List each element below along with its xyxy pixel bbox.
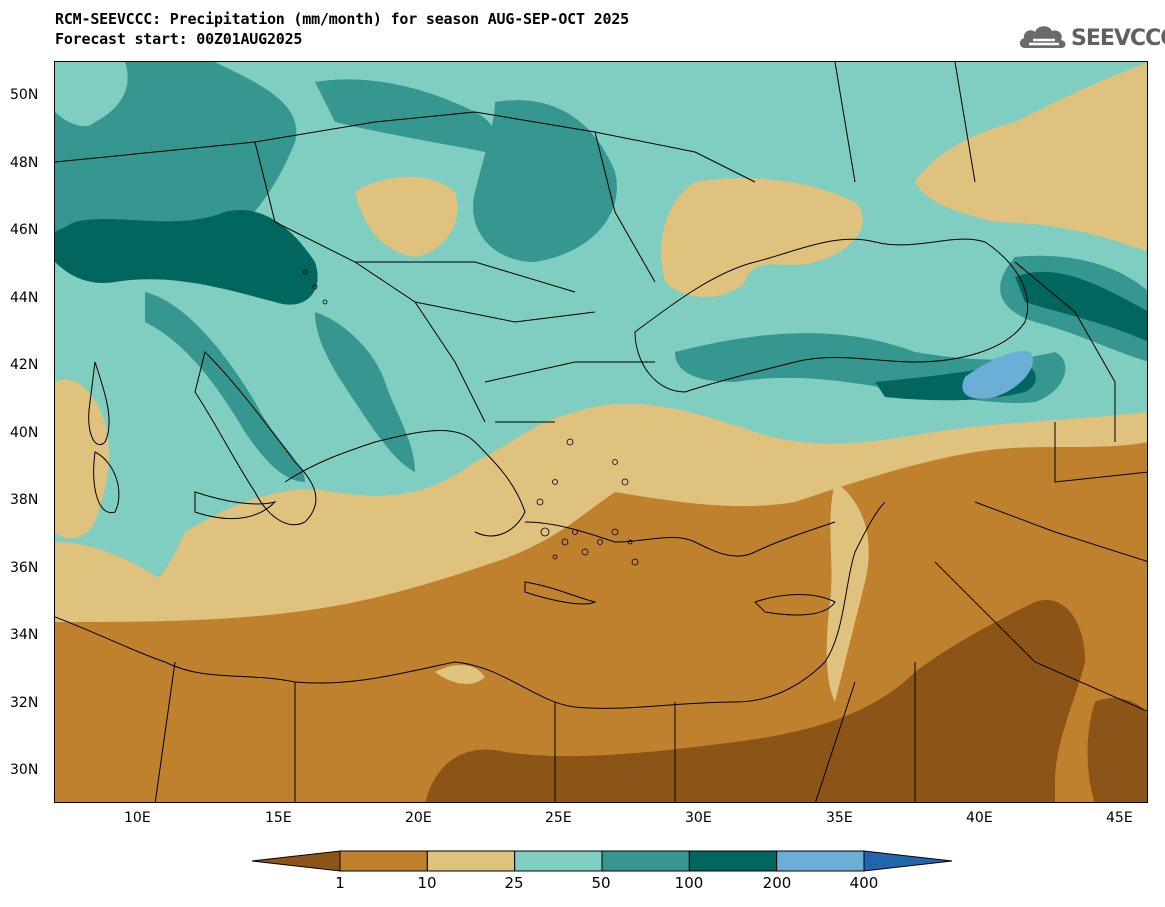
colorbar-label: 50	[591, 874, 611, 892]
lat-label: 34N	[10, 627, 39, 643]
colorbar-segment	[601, 850, 690, 872]
lat-label: 38N	[10, 492, 39, 508]
lon-label: 25E	[545, 810, 572, 826]
colorbar-segment	[514, 850, 603, 872]
lon-label: 30E	[685, 810, 712, 826]
seevccc-logo: SEEVCCC	[1017, 22, 1165, 54]
lon-label: 15E	[265, 810, 292, 826]
lat-label: 36N	[10, 560, 39, 576]
lat-label: 46N	[10, 222, 39, 238]
lon-label: 35E	[826, 810, 853, 826]
precipitation-map	[54, 61, 1148, 803]
colorbar-label: 10	[417, 874, 437, 892]
lat-label: 30N	[10, 762, 39, 778]
lat-label: 44N	[10, 290, 39, 306]
logo-text: SEEVCCC	[1071, 25, 1165, 51]
colorbar-segment	[426, 850, 516, 872]
lon-label: 20E	[405, 810, 432, 826]
colorbar-label: 25	[504, 874, 524, 892]
lat-label: 32N	[10, 695, 39, 711]
lon-label: 45E	[1106, 810, 1133, 826]
forecast-start-label: Forecast start: 00Z01AUG2025	[55, 30, 303, 48]
lon-label: 10E	[124, 810, 151, 826]
lat-label: 40N	[10, 425, 39, 441]
lat-label: 48N	[10, 155, 39, 171]
colorbar-segment	[688, 850, 778, 872]
map-title: RCM-SEEVCCC: Precipitation (mm/month) fo…	[55, 10, 629, 28]
colorbar-label: 1	[335, 874, 345, 892]
colorbar-segment	[339, 850, 428, 872]
colorbar-label: 100	[674, 874, 704, 892]
colorbar-segment	[776, 850, 865, 872]
colorbar-segment	[863, 850, 953, 872]
colorbar-segment	[251, 850, 341, 872]
lon-label: 40E	[966, 810, 993, 826]
lat-label: 42N	[10, 357, 39, 373]
colorbar-label: 200	[762, 874, 792, 892]
colorbar-label: 400	[849, 874, 879, 892]
cloud-icon	[1019, 26, 1066, 48]
lat-label: 50N	[10, 87, 39, 103]
